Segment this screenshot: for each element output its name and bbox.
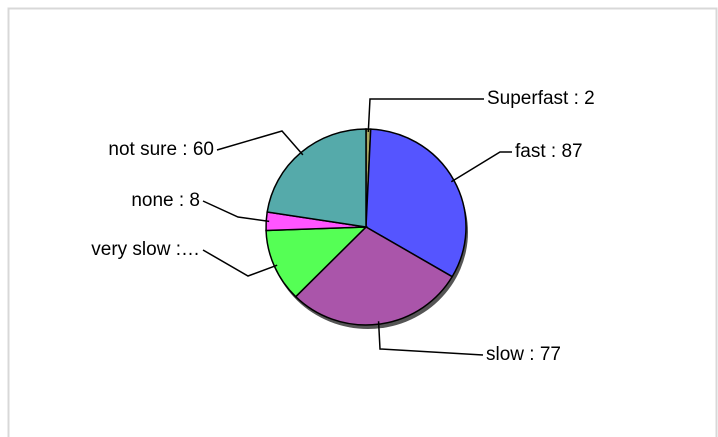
leader-line xyxy=(202,249,278,277)
slice-label: slow : 77 xyxy=(486,344,561,365)
slice-label: not sure : 60 xyxy=(108,139,214,160)
leader-line xyxy=(377,321,484,356)
slice-label: fast : 87 xyxy=(515,141,583,162)
leader-line xyxy=(216,130,304,156)
leader-line xyxy=(202,200,270,223)
leader-line xyxy=(367,98,484,133)
slice-label: very slow :… xyxy=(91,239,200,260)
leader-line xyxy=(450,151,512,183)
slice-label: Superfast : 2 xyxy=(487,88,595,109)
slice-label: none : 8 xyxy=(131,190,200,211)
